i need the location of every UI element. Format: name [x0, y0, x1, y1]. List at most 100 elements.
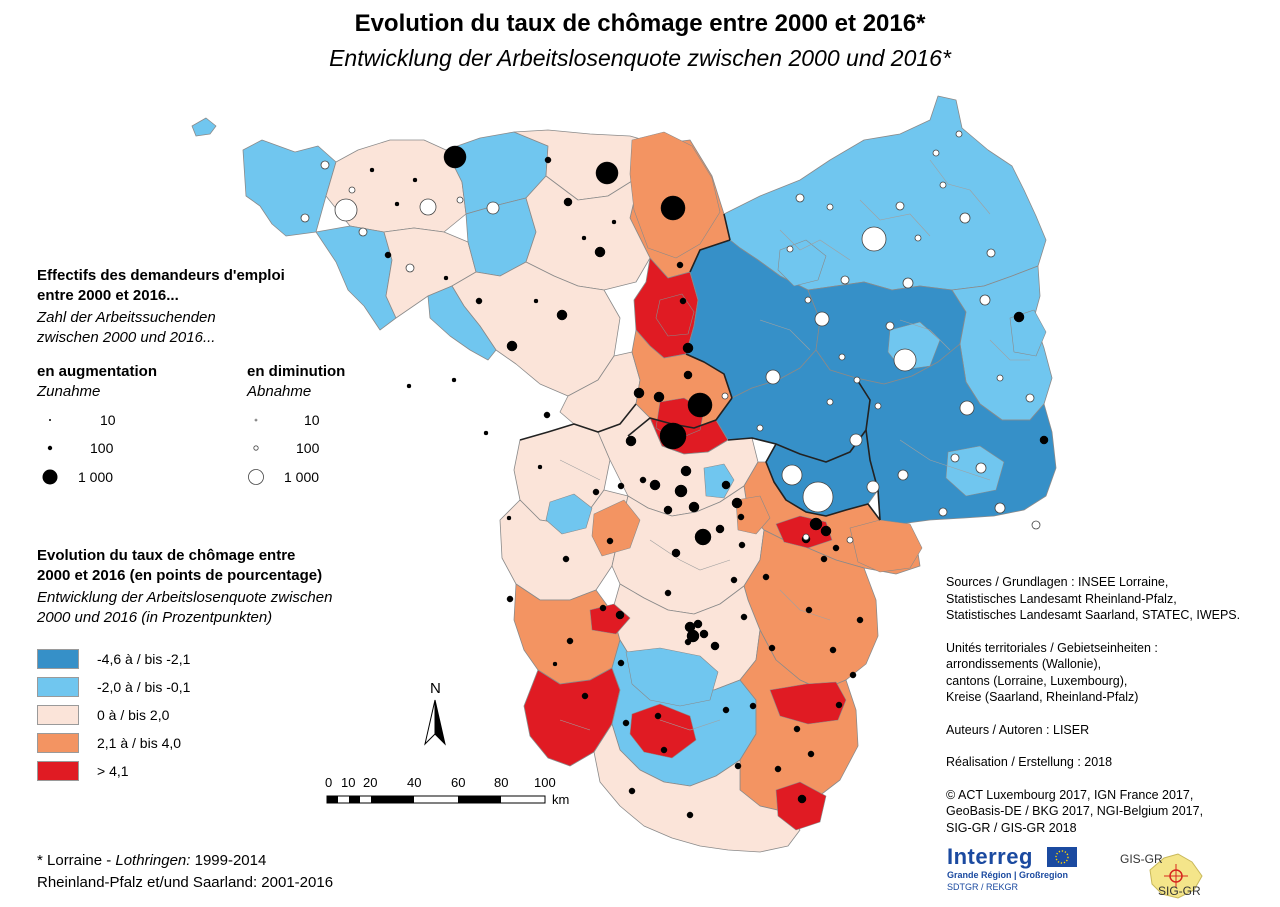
circle-increase: [660, 746, 668, 754]
circle-decrease: [840, 275, 850, 285]
circle-decrease: [885, 321, 895, 331]
legend-classes-heading-1: Evolution du taux de chômage entre: [37, 547, 296, 564]
legend-class-2-label: -2,0 à / bis -0,1: [97, 679, 191, 695]
footnote: * Lorraine - Lothringen: 1999-2014 Rhein…: [37, 850, 333, 894]
circle-increase: [686, 629, 700, 643]
circle-increase: [606, 537, 614, 545]
north-arrow-label: N: [430, 680, 441, 697]
circle-increase: [674, 484, 688, 498]
circle-increase: [682, 342, 694, 354]
region-wallonie-sw: [315, 225, 397, 331]
legend-circle-increase-small: [49, 419, 51, 421]
legend-classes-heading-de-2: 2000 und 2016 (in Prozentpunkten): [37, 609, 273, 626]
circle-increase: [537, 464, 543, 470]
circle-decrease: [1025, 393, 1035, 403]
circle-increase: [544, 156, 552, 164]
circle-decrease: [795, 193, 805, 203]
circle-decrease: [786, 245, 794, 253]
circle-increase: [617, 659, 625, 667]
sources-line-1: Sources / Grundlagen : INSEE Lorraine,: [946, 575, 1169, 589]
circle-increase: [543, 411, 551, 419]
circle-increase: [734, 762, 742, 770]
circle-decrease: [838, 353, 846, 361]
legend-swatch-class-5: [37, 761, 79, 781]
gis-gr-logo-shape: [1149, 853, 1203, 899]
patch-lorraine-red-2: [629, 703, 697, 759]
interreg-logo: Interreg Grande Région | Großregion SDTG…: [947, 844, 1083, 900]
circle-increase: [687, 392, 713, 418]
patch-wallonie-orange: [629, 131, 721, 259]
circle-decrease: [893, 348, 917, 372]
circle-increase: [443, 275, 449, 281]
circle-decrease: [950, 453, 960, 463]
map-title: Evolution du taux de chômage entre 2000 …: [354, 10, 926, 37]
circle-increase: [849, 671, 857, 679]
circle-increase: [686, 811, 694, 819]
circle-increase: [688, 501, 700, 513]
circle-decrease: [826, 398, 834, 406]
circle-decrease: [895, 201, 905, 211]
footnote-lorraine-a: * Lorraine -: [37, 852, 116, 869]
circle-increase: [639, 476, 647, 484]
circle-increase: [628, 787, 636, 795]
patch-orange-east: [849, 519, 923, 573]
legend-classes-heading-2: 2000 et 2016 (en points de pourcentage): [37, 567, 323, 584]
territorial-units-line-2: arrondissements (Wallonie),: [946, 657, 1102, 671]
circle-decrease: [866, 480, 880, 494]
circle-increase: [715, 524, 725, 534]
circle-decrease: [939, 181, 947, 189]
circle-increase: [617, 482, 625, 490]
circle-increase: [599, 604, 607, 612]
circle-increase: [820, 525, 832, 537]
circle-increase: [615, 610, 625, 620]
circle-increase: [483, 430, 489, 436]
circle-increase: [684, 638, 692, 646]
circle-increase: [625, 435, 637, 447]
region-rlp-north: [723, 95, 1047, 291]
legend-circle-increase-large: [42, 469, 58, 485]
gis-gr-logo-top: GIS-GR: [1120, 852, 1163, 866]
north-arrow-icon: [424, 699, 446, 746]
circle-decrease: [986, 248, 996, 258]
scale-tick-100: 100: [534, 775, 556, 790]
circle-increase: [563, 197, 573, 207]
circle-decrease: [334, 198, 358, 222]
circle-increase: [562, 555, 570, 563]
legend-decrease-label-de: Abnahme: [247, 383, 312, 400]
legend-circles-heading-de-1: Zahl der Arbeitssuchenden: [37, 309, 216, 326]
circle-increase: [710, 641, 720, 651]
circle-decrease: [846, 536, 854, 544]
legend-increase-label: en augmentation: [37, 363, 158, 380]
circle-decrease: [853, 376, 861, 384]
circle-increase: [731, 497, 743, 509]
legend-swatch-class-1: [37, 649, 79, 669]
circle-increase: [805, 606, 813, 614]
region-wallonie-far-south: [427, 285, 497, 361]
circle-increase: [654, 712, 662, 720]
circle-increase: [506, 595, 514, 603]
gis-gr-logo: GIS-GR SIG-GR: [1120, 848, 1230, 904]
circle-decrease: [814, 311, 830, 327]
legend-swatch-class-2: [37, 677, 79, 697]
circle-increase: [653, 391, 665, 403]
circle-increase: [384, 251, 392, 259]
circle-decrease: [486, 201, 500, 215]
legend-class-4-label: 2,1 à / bis 4,0: [97, 735, 182, 751]
sources-line-3: Statistisches Landesamt Saarland, STATEC…: [946, 608, 1241, 622]
copyright-line-2: GeoBasis-DE / BKG 2017, NGI-Belgium 2017…: [946, 804, 1204, 818]
circle-increase: [660, 195, 686, 221]
circle-increase: [740, 613, 748, 621]
legend-swatch-class-3: [37, 705, 79, 725]
circle-decrease: [405, 263, 415, 273]
circle-decrease: [955, 130, 963, 138]
patch-rlp-light-4: [945, 445, 1005, 497]
circle-increase: [475, 297, 483, 305]
circle-decrease: [802, 533, 810, 541]
eu-flag-icon: [1047, 847, 1077, 867]
circle-increase: [856, 616, 864, 624]
circle-decrease: [975, 462, 987, 474]
circle-decrease: [897, 469, 909, 481]
legend-size-100-increase: 100: [90, 440, 114, 456]
sources-block: Sources / Grundlagen : INSEE Lorraine, S…: [946, 574, 1276, 852]
legend-size-1000-increase: 1 000: [78, 469, 114, 485]
